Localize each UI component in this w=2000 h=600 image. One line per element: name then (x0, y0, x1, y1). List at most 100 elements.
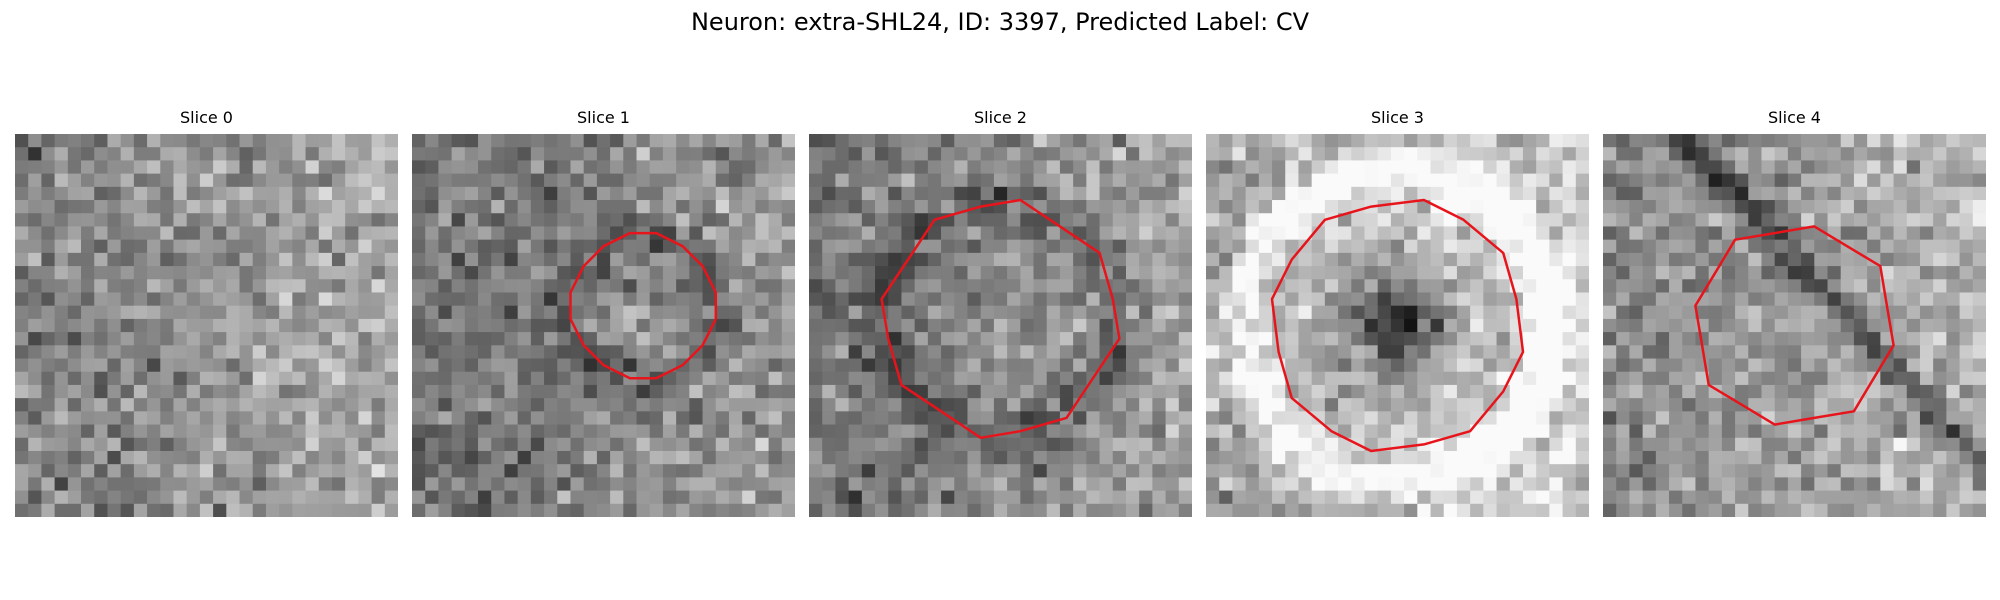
image-pixel (292, 450, 307, 465)
image-pixel (213, 200, 227, 214)
image-pixel (1893, 147, 1908, 162)
image-pixel (1880, 160, 1895, 175)
image-pixel (728, 305, 743, 320)
image-pixel (1893, 411, 1908, 426)
image-pixel (835, 305, 850, 320)
image-pixel (15, 266, 29, 280)
image-pixel (1377, 239, 1392, 254)
image-pixel (358, 147, 373, 162)
image-pixel (358, 279, 373, 294)
image-pixel (557, 490, 572, 505)
image-pixel (371, 345, 386, 360)
image-pixel (199, 200, 214, 214)
image-pixel (1338, 398, 1352, 412)
image-pixel (1933, 371, 1947, 386)
image-pixel (662, 213, 677, 228)
image-pixel (901, 134, 916, 148)
image-pixel (1324, 332, 1339, 346)
image-pixel (875, 200, 889, 214)
image-pixel (1853, 358, 1868, 373)
image-pixel (478, 318, 492, 333)
image-pixel (305, 384, 320, 399)
image-pixel (1245, 332, 1260, 346)
image-pixel (1880, 398, 1895, 412)
image-pixel (292, 345, 307, 360)
image-pixel (1404, 358, 1418, 373)
image-pixel (596, 424, 611, 439)
image-pixel (1125, 411, 1140, 426)
image-pixel (213, 345, 227, 360)
image-pixel (544, 450, 558, 465)
image-pixel (835, 318, 850, 333)
image-pixel (848, 464, 863, 478)
image-pixel (689, 305, 704, 320)
image-pixel (1059, 437, 1074, 452)
image-pixel (412, 345, 426, 360)
image-pixel (954, 213, 969, 228)
image-pixel (1774, 424, 1789, 439)
image-pixel (54, 424, 69, 439)
image-pixel (1351, 160, 1366, 175)
image-pixel (689, 200, 704, 214)
image-pixel (1880, 213, 1895, 228)
image-pixel (1761, 477, 1776, 492)
image-pixel (305, 186, 320, 201)
image-pixel (199, 279, 214, 294)
image-pixel (15, 226, 29, 241)
image-pixel (1616, 239, 1631, 254)
image-pixel (1682, 384, 1697, 399)
image-pixel (755, 305, 770, 320)
image-pixel (1351, 398, 1366, 412)
image-pixel (1603, 437, 1617, 452)
image-pixel (662, 200, 677, 214)
image-pixel (781, 424, 795, 439)
image-pixel (1933, 239, 1947, 254)
image-pixel (279, 477, 293, 492)
image-pixel (610, 305, 624, 320)
image-pixel (81, 490, 95, 505)
image-pixel (1377, 398, 1392, 412)
image-pixel (1351, 252, 1366, 267)
image-pixel (1152, 318, 1167, 333)
image-pixel (94, 186, 109, 201)
image-pixel (1708, 503, 1723, 517)
image-pixel (1721, 398, 1736, 412)
image-pixel (1470, 450, 1484, 465)
image-pixel (1867, 358, 1881, 373)
image-pixel (1324, 503, 1339, 517)
image-pixel (147, 173, 161, 188)
image-pixel (1073, 450, 1087, 465)
image-pixel (1417, 318, 1432, 333)
image-pixel (1774, 490, 1789, 505)
image-pixel (252, 160, 267, 175)
image-pixel (1232, 305, 1247, 320)
image-pixel (1880, 239, 1895, 254)
image-pixel (861, 226, 876, 241)
image-pixel (1536, 147, 1550, 162)
image-pixel (1165, 437, 1180, 452)
image-pixel (1695, 239, 1710, 254)
image-pixel (901, 450, 916, 465)
image-pixel (1827, 160, 1842, 175)
image-pixel (252, 279, 267, 294)
image-pixel (768, 160, 783, 175)
image-pixel (861, 371, 876, 386)
image-pixel (345, 424, 359, 439)
image-pixel (1377, 490, 1392, 505)
image-pixel (1073, 305, 1087, 320)
image-pixel (1933, 292, 1947, 307)
image-pixel (728, 213, 743, 228)
image-pixel (1483, 437, 1498, 452)
image-pixel (1298, 411, 1313, 426)
image-pixel (147, 358, 161, 373)
image-pixel (1232, 226, 1247, 241)
image-pixel (1642, 464, 1657, 478)
image-pixel (1867, 450, 1881, 465)
image-pixel (1086, 252, 1101, 267)
image-pixel (81, 437, 95, 452)
image-pixel (133, 213, 148, 228)
image-pixel (464, 424, 479, 439)
image-pixel (1125, 134, 1140, 148)
image-pixel (861, 252, 876, 267)
image-pixel (1206, 226, 1220, 241)
